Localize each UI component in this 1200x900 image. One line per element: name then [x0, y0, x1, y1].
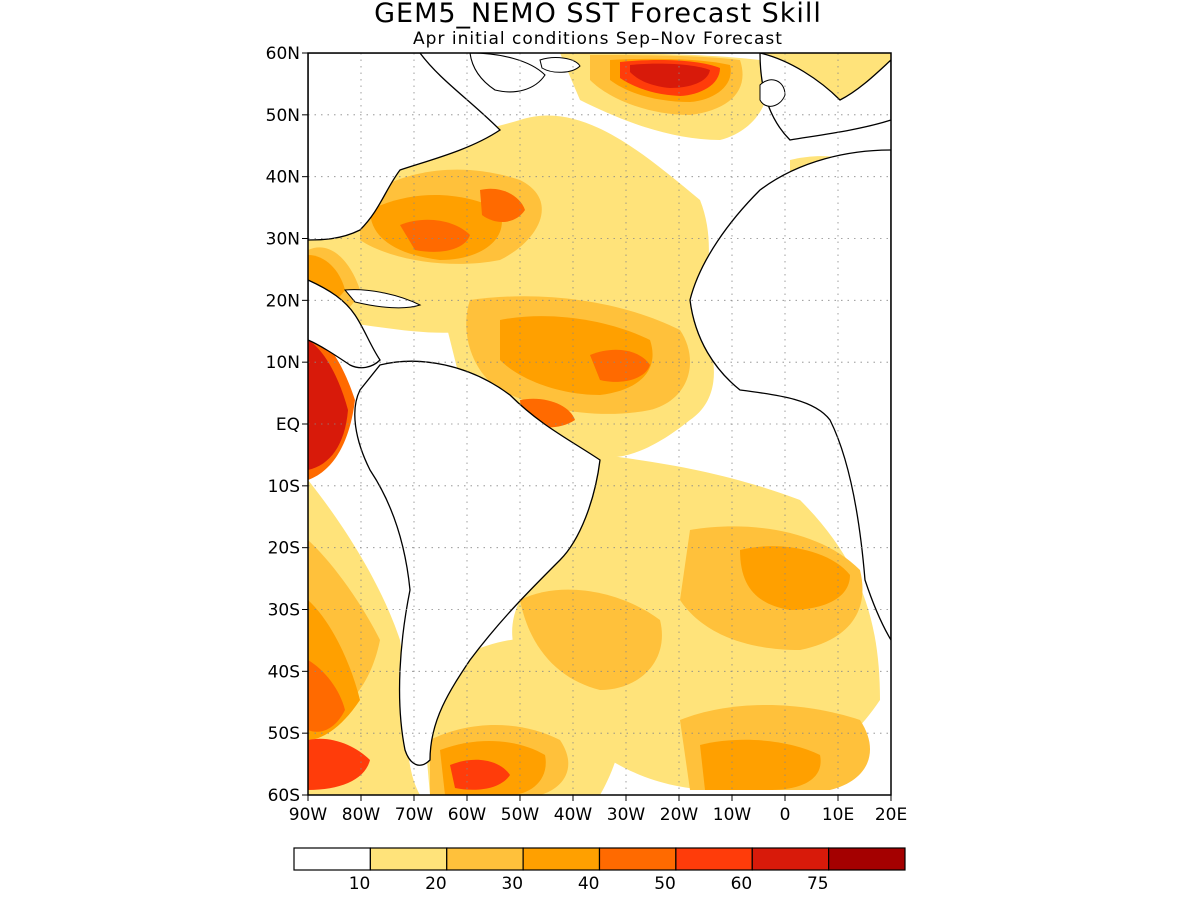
gridlines [308, 53, 891, 795]
lon-tick-label: 10E [822, 805, 854, 825]
lat-tick-label: 30S [268, 601, 300, 621]
lat-tick-label: 10N [266, 353, 300, 373]
lon-tick-label: 20E [875, 805, 907, 825]
lon-tick-label: 60W [448, 805, 487, 825]
map-area [308, 53, 891, 795]
lat-tick-label: EQ [276, 415, 300, 435]
longitude-axis: 90W 80W 70W 60W 50W 40W 30W 20W 10W 0 10E 20E [289, 795, 907, 825]
lat-tick-label: 20N [266, 291, 300, 311]
colorbar-swatch [522, 847, 601, 871]
colorbar-swatch [828, 847, 906, 871]
colorbar-swatch [446, 847, 524, 871]
lon-tick-label: 50W [501, 805, 540, 825]
lon-tick-label: 0 [780, 805, 791, 825]
colorbar-label: 20 [425, 874, 447, 894]
lon-tick-label: 10W [713, 805, 752, 825]
figure-title: GEM5_NEMO SST Forecast Skill [374, 0, 822, 29]
lat-tick-label: 20S [268, 539, 300, 559]
africa-land [689, 149, 891, 642]
colorbar-label: 10 [349, 874, 371, 894]
greenland-land [469, 53, 546, 93]
lat-tick-label: 60N [266, 44, 300, 64]
british-isles [759, 79, 786, 107]
colorbar: 10 20 30 40 50 60 75 [293, 847, 906, 894]
colorbar-swatch [293, 847, 371, 871]
lat-tick-label: 40N [266, 168, 300, 188]
north-america-land [308, 53, 502, 241]
colorbar-swatch [598, 847, 677, 871]
colorbar-swatch [675, 847, 753, 871]
iceland-island [539, 57, 581, 73]
central-america-land [308, 279, 381, 369]
colorbar-swatch [751, 847, 830, 871]
colorbar-label: 75 [807, 874, 829, 894]
cuba-island [343, 289, 422, 309]
colorbar-label: 60 [731, 874, 753, 894]
lon-tick-label: 70W [395, 805, 434, 825]
lat-tick-label: 40S [268, 662, 300, 682]
land-masses [308, 53, 891, 766]
lon-tick-label: 30W [607, 805, 646, 825]
latitude-axis: 60N 50N 40N 30N 20N 10N EQ 10S 20S 30S 40S 50S 60S [266, 44, 308, 806]
colorbar-label: 50 [654, 874, 676, 894]
lat-tick-label: 50N [266, 106, 300, 126]
lon-tick-label: 20W [660, 805, 699, 825]
lon-tick-label: 80W [342, 805, 381, 825]
lat-tick-label: 60S [268, 786, 300, 806]
colorbar-label: 30 [501, 874, 523, 894]
lat-tick-label: 30N [266, 230, 300, 250]
lon-tick-label: 40W [554, 805, 593, 825]
lat-tick-label: 50S [268, 724, 300, 744]
colorbar-label: 40 [578, 874, 600, 894]
colorbar-swatch [369, 847, 448, 871]
south-america-land [354, 360, 601, 766]
lat-tick-label: 10S [268, 477, 300, 497]
lon-tick-label: 90W [289, 805, 328, 825]
figure-subtitle: Apr initial conditions Sep–Nov Forecast [413, 29, 783, 49]
